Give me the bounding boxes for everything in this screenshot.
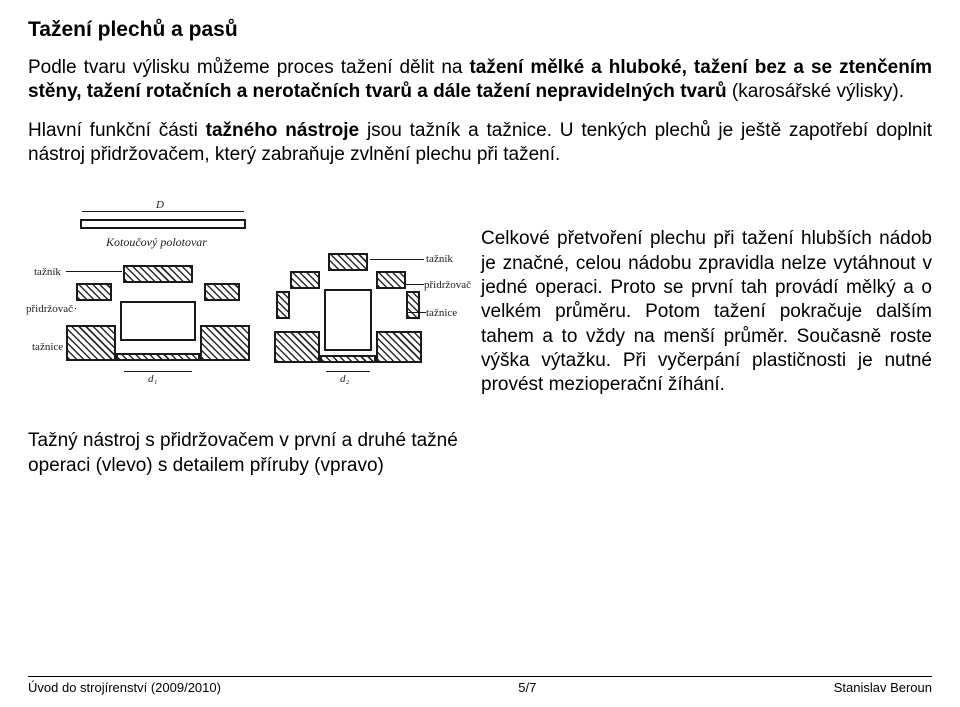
label-pridrzovac-right: přidržovač [424,279,471,291]
page-heading: Tažení plechů a pasů [28,18,932,42]
footer-left: Úvod do strojírenství (2009/2010) [28,680,221,695]
figure-caption: Tažný nástroj s přidržovačem v první a d… [28,429,463,478]
label-taznik-left: tažník [34,266,61,278]
dim-label-d2: d₂ [340,373,349,385]
p1-text-c: (karosářské výlisky). [727,81,904,102]
p2-text-a: Hlavní funkční části [28,120,206,141]
label-pridrzovac-left: přidržovač [26,303,73,315]
technical-drawing: D Kotoučový polotovar tažník přidržovač … [28,205,463,395]
label-taznik-right: tažník [426,253,453,265]
p2-text-b: tažného nástroje [206,120,360,141]
dim-label-D: D [156,199,164,211]
paragraph-1: Podle tvaru výlisku můžeme proces tažení… [28,56,932,105]
right-column: Celkové přetvoření plechu při tažení hlu… [481,205,932,478]
p1-text-a: Podle tvaru výlisku můžeme proces tažení… [28,57,469,78]
footer-author: Stanislav Beroun [834,680,932,695]
label-taznice-right: tažnice [426,307,457,319]
footer-page-number: 5/7 [518,680,536,695]
right-paragraph: Celkové přetvoření plechu při tažení hlu… [481,227,932,397]
label-taznice-left: tažnice [32,341,63,353]
dim-label-d1: d₁ [148,373,157,385]
paragraph-2: Hlavní funkční části tažného nástroje js… [28,119,932,168]
label-kotouc: Kotoučový polotovar [106,235,207,250]
two-column-region: D Kotoučový polotovar tažník přidržovač … [28,205,932,478]
page-footer: Úvod do strojírenství (2009/2010) 5/7 St… [28,676,932,695]
left-column: D Kotoučový polotovar tažník přidržovač … [28,205,463,478]
